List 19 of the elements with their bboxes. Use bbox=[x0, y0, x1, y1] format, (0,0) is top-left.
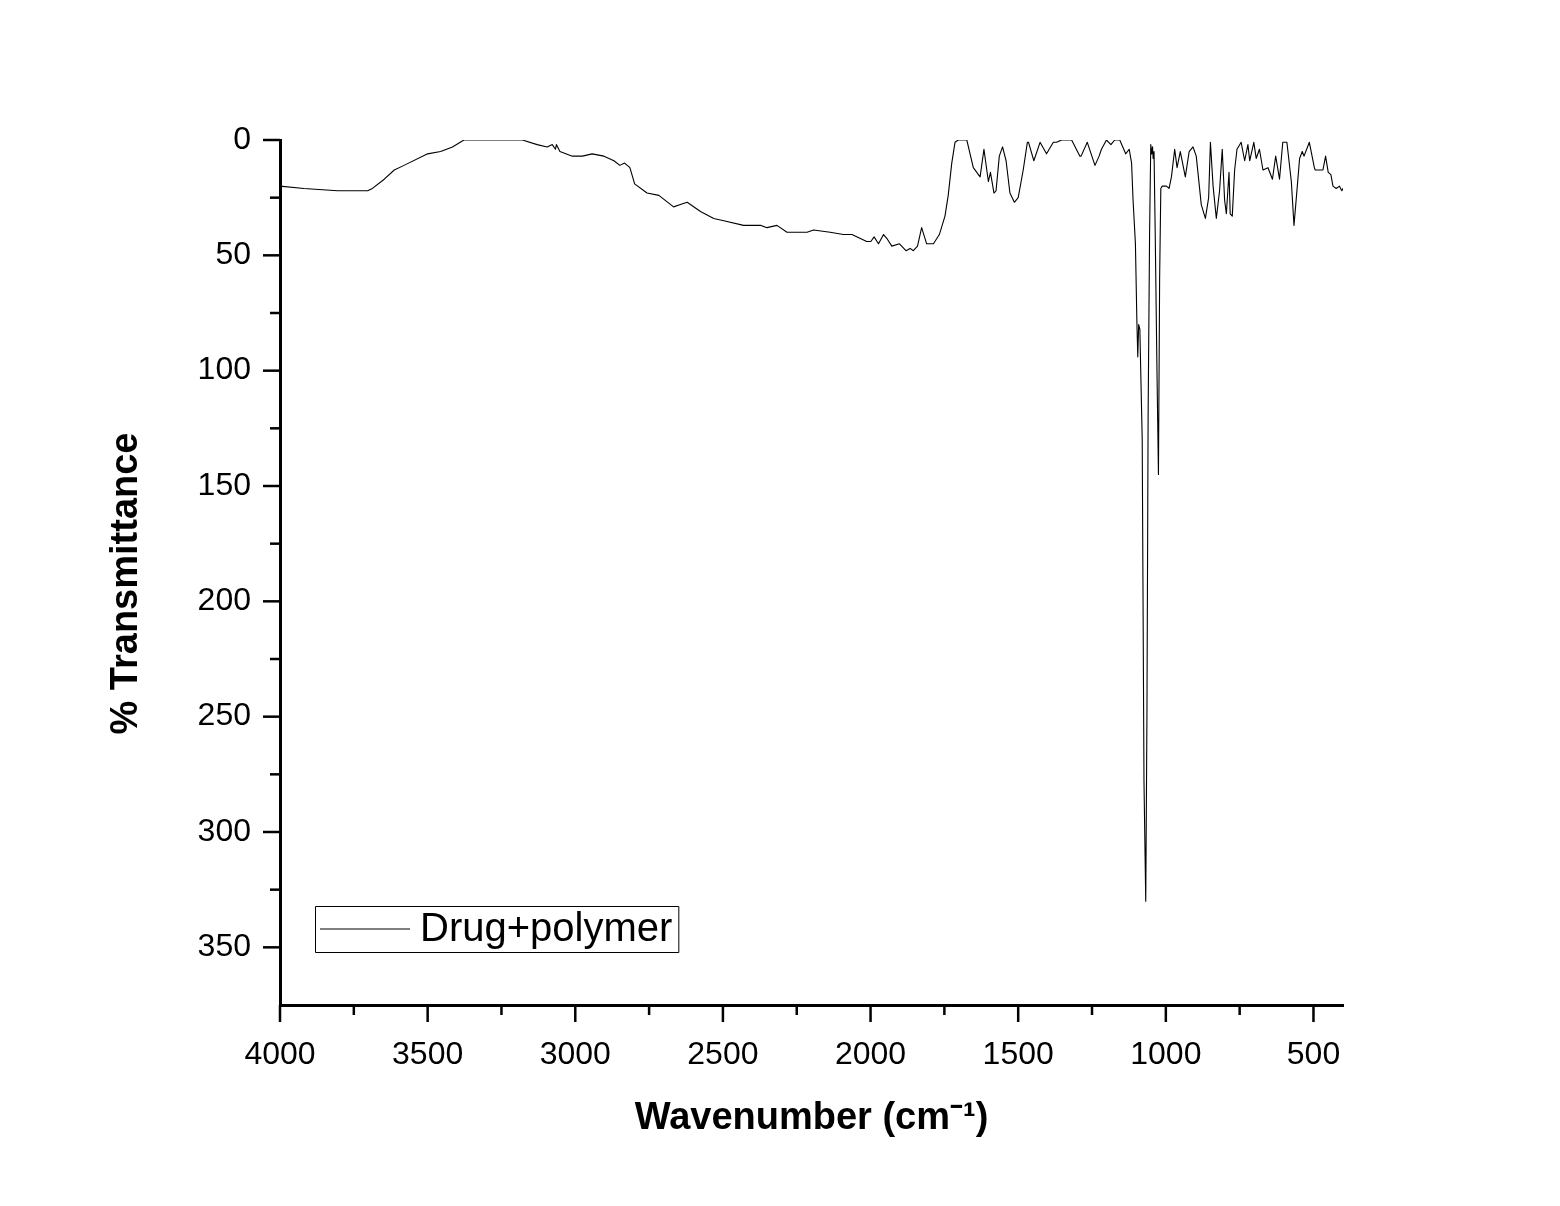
y-axis-title: % Transmittance bbox=[103, 432, 146, 735]
y-tick-label: 250 bbox=[197, 696, 251, 733]
x-tick-label: 2000 bbox=[834, 1035, 907, 1072]
y-tick-label: 350 bbox=[197, 927, 251, 964]
x-tick-label: 1000 bbox=[1130, 1035, 1202, 1072]
y-tick-label: 50 bbox=[215, 235, 251, 272]
x-tick-label: 4000 bbox=[244, 1035, 316, 1072]
x-tick-label: 3500 bbox=[392, 1035, 464, 1072]
y-tick-label: 200 bbox=[197, 581, 251, 618]
y-tick-label: 100 bbox=[197, 350, 251, 387]
x-tick-label: 3000 bbox=[539, 1035, 611, 1072]
legend-label: Drug+polymer bbox=[420, 905, 673, 950]
x-tick-label: 500 bbox=[1286, 1035, 1341, 1072]
x-axis-title: Wavenumber (cm⁻¹) bbox=[634, 1095, 989, 1137]
x-tick-label: 1500 bbox=[982, 1035, 1054, 1072]
y-tick-label: 300 bbox=[197, 811, 251, 848]
y-tick-label: 150 bbox=[197, 465, 251, 502]
y-tick-label: 0 bbox=[233, 119, 251, 156]
x-tick-label: 2500 bbox=[687, 1035, 759, 1072]
